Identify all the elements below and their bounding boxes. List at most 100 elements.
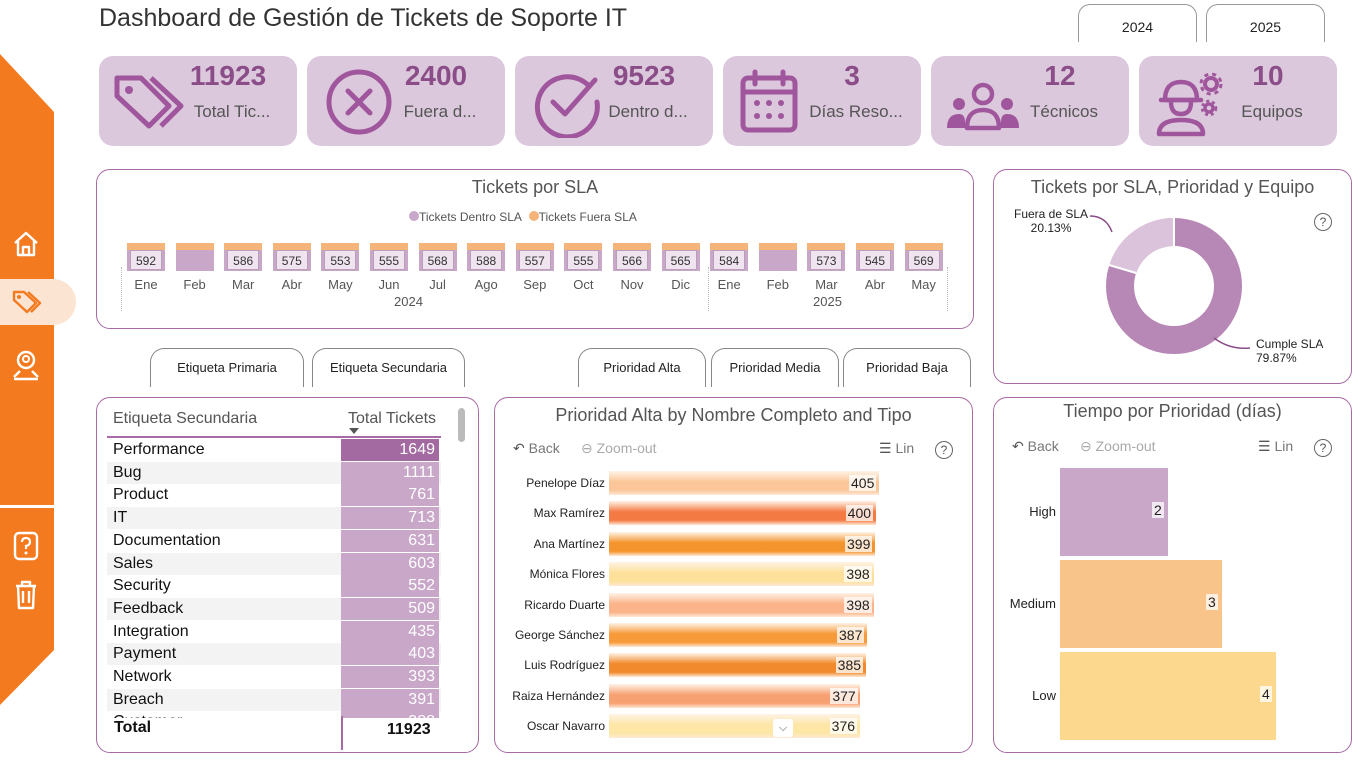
sla-bar-fuera[interactable] [127,243,165,250]
table-row[interactable]: Network 393 [107,666,441,688]
table-row[interactable]: Performance 1649 [107,439,441,461]
lin-button[interactable]: ☰ Lin [879,440,914,457]
table-row[interactable]: Bug 1111 [107,461,441,484]
sla-bar-fuera[interactable] [904,243,943,250]
row-value-cell: 509 [341,597,439,620]
sla-bar-fuera[interactable] [710,243,749,250]
sla-bar-fuera[interactable] [370,243,408,250]
table-row[interactable]: Payment 403 [107,643,441,666]
sla-bar-fuera[interactable] [661,243,700,250]
row-label: Customer [113,713,182,719]
bar-value-label: 405 [849,475,877,491]
sla-bar-fuera[interactable] [175,243,214,250]
table-row[interactable]: Integration 435 [107,620,441,643]
sla-bar-fuera[interactable] [613,243,651,250]
table-row[interactable]: Product 761 [107,484,441,507]
legend-dot-dentro [409,211,419,221]
total-cell-border [341,716,343,750]
tab-prioridad-baja[interactable]: Prioridad Baja [843,348,971,387]
sla-bar-fuera[interactable] [321,243,360,250]
tab-etiqueta-primaria[interactable]: Etiqueta Primaria [150,348,304,387]
home-icon[interactable] [9,227,43,261]
row-value: 603 [408,554,435,572]
table-scrollbar[interactable] [458,408,465,442]
zoom-out-button[interactable]: ⊖ Zoom-out [1080,438,1156,455]
row-label: Product [113,486,169,504]
row-label: Bug [113,463,142,481]
bar[interactable] [609,501,876,526]
table-total-label: Total [114,719,152,736]
bar[interactable] [1060,560,1222,648]
table-header-total[interactable]: Total Tickets [348,410,437,427]
sla-bar-fuera[interactable] [807,243,846,250]
bar-value-label: 377 [830,687,858,704]
year-button-2025[interactable]: 2025 [1206,4,1325,42]
table-row[interactable]: Sales 603 [107,552,441,575]
zoom-out-button[interactable]: ⊖ Zoom-out [581,440,657,457]
sla-data-label: 592 [130,250,162,270]
sort-desc-icon[interactable] [349,428,359,434]
table-row[interactable]: Documentation 631 [107,529,441,552]
bar-category-label: George Sánchez [514,628,605,642]
table-row[interactable]: IT 713 [107,507,441,530]
bar[interactable] [609,623,867,647]
table-header-etiqueta[interactable]: Etiqueta Secundaria [113,410,258,427]
bar[interactable] [609,562,875,587]
row-label: Feedback [113,599,184,617]
tab-etiqueta-secundaria[interactable]: Etiqueta Secundaria [312,348,465,387]
person-location-icon[interactable] [9,349,43,383]
year-button-2024[interactable]: 2024 [1078,4,1197,42]
legend-fuera-label: Tickets Fuera SLA [538,210,637,224]
month-tick-label: Oct [573,277,594,292]
sla-data-label: 588 [470,250,503,270]
sla-bar-fuera[interactable] [418,243,457,250]
bar[interactable] [1060,652,1276,740]
table-row[interactable]: Breach 391 [107,688,441,711]
lin-button[interactable]: ☰ Lin [1258,438,1293,455]
help-icon[interactable] [9,529,43,563]
legend-dentro-label: Tickets Dentro SLA [419,210,522,224]
bar[interactable] [1060,468,1168,556]
kpi-label: Días Reso... [809,102,903,121]
sla-bar-fuera[interactable] [467,243,506,250]
sla-bar-fuera[interactable] [272,243,311,250]
tag-icon[interactable] [9,285,43,319]
row-value-cell: 435 [341,620,439,643]
back-button[interactable]: ↶ Back [513,440,560,457]
tab-prioridad-alta[interactable]: Prioridad Alta [578,348,706,387]
table-row[interactable]: Customer 388 [107,711,441,719]
sla-bar-fuera[interactable] [224,243,263,250]
bar[interactable] [609,592,875,617]
sla-bar-fuera[interactable] [564,243,603,250]
help-icon[interactable]: ? [1314,439,1332,457]
sidebar-band [0,54,54,705]
month-tick-label: Jul [429,277,446,292]
bar[interactable] [609,653,866,678]
sla-bar-dentro[interactable] [175,250,214,271]
bar[interactable] [609,714,860,739]
panel-title: Tickets por SLA, Prioridad y Equipo [1030,177,1315,197]
bar[interactable] [609,683,861,708]
chevron-down-icon[interactable]: ⌵ [773,719,793,737]
sla-bar-fuera[interactable] [856,243,894,250]
table-row[interactable]: Security 552 [107,575,441,598]
month-tick-label: Nov [620,277,644,292]
tab-prioridad-media[interactable]: Prioridad Media [711,348,839,387]
help-icon[interactable]: ? [1314,213,1332,231]
bar[interactable] [609,531,875,556]
panel-title: Tickets por SLA [471,177,599,197]
bar-value-label: 400 [845,505,874,522]
zoom-out-label: Zoom-out [1095,438,1156,454]
sla-bar-dentro[interactable] [758,250,797,271]
sla-data-label: 569 [907,250,940,270]
help-icon[interactable]: ? [935,441,953,459]
trash-icon[interactable] [9,578,43,612]
bar[interactable] [609,471,879,495]
row-label: Performance [113,441,205,458]
sla-bar-fuera[interactable] [515,243,554,250]
kpi-label: Dentro d... [608,102,688,121]
sla-data-label: 545 [859,250,891,270]
table-row[interactable]: Feedback 509 [107,597,441,620]
back-button[interactable]: ↶ Back [1012,438,1059,455]
sla-bar-fuera[interactable] [758,243,797,250]
